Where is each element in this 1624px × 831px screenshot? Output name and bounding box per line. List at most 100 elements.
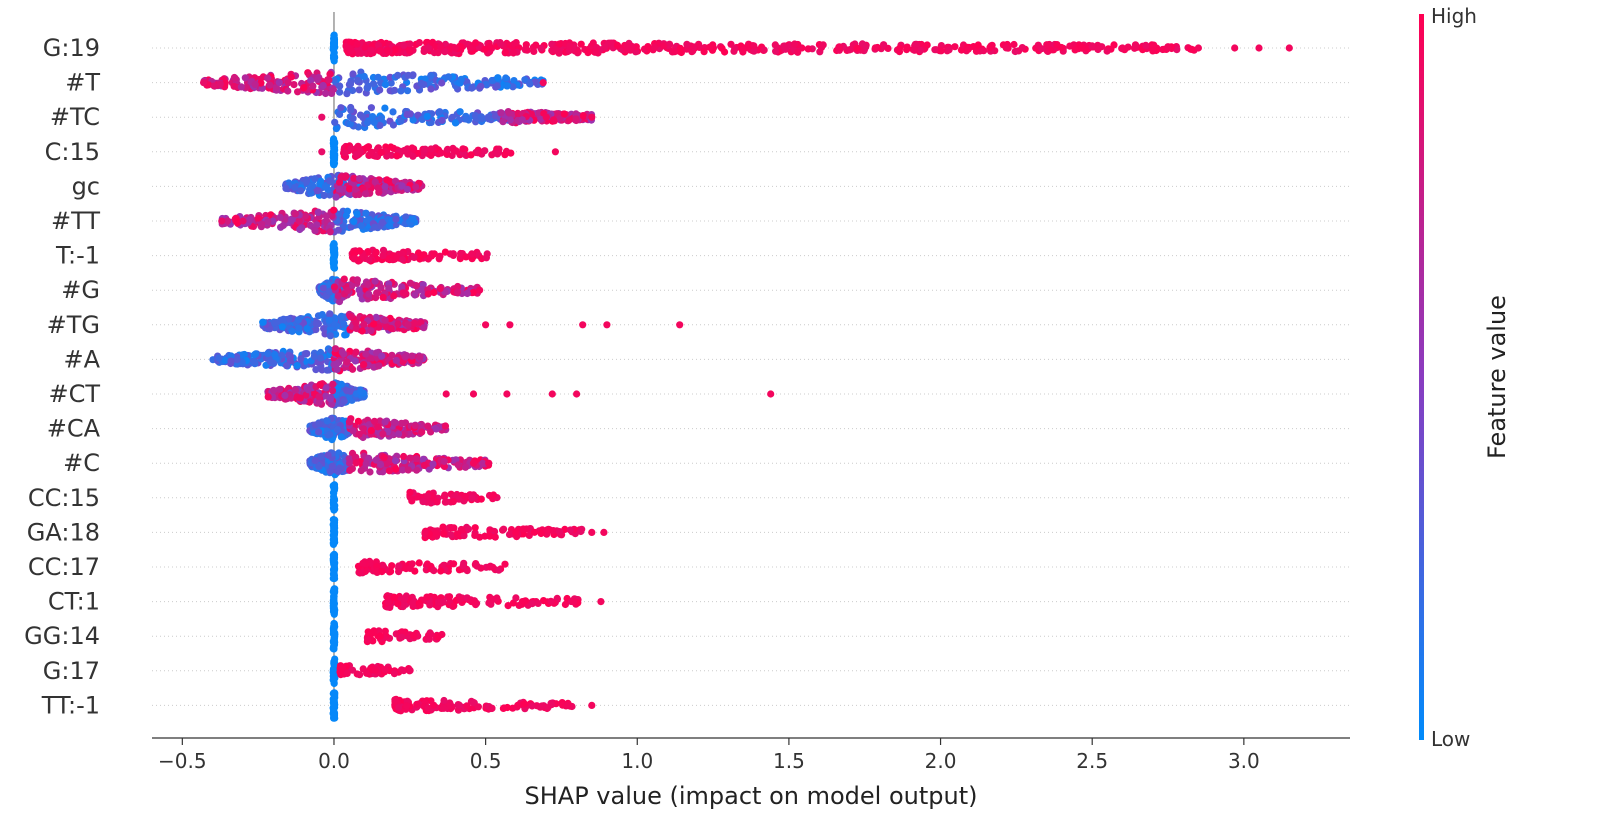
shap-point [441, 48, 449, 56]
shap-point [398, 633, 406, 641]
shap-point [364, 280, 372, 288]
shap-point [329, 254, 338, 262]
shap-point [468, 494, 476, 502]
shap-point [330, 572, 338, 580]
shap-point [346, 80, 355, 88]
shap-point [408, 497, 416, 505]
shap-point [269, 217, 277, 225]
shap-point [297, 355, 305, 363]
shap-point [340, 397, 348, 405]
shap-point [266, 358, 274, 366]
shap-point [354, 76, 362, 84]
shap-point [330, 146, 338, 154]
shap-point [409, 631, 418, 640]
shap-point [499, 704, 507, 713]
shap-point [352, 319, 360, 327]
shap-point [363, 84, 371, 92]
shap-point [326, 431, 334, 439]
shap-point [497, 40, 505, 48]
shap-point [462, 115, 470, 123]
shap-point [408, 144, 416, 152]
shap-point [426, 601, 434, 609]
shap-point [257, 79, 265, 87]
x-tick-label: 1.0 [621, 749, 653, 773]
shap-point [903, 43, 911, 51]
shap-point [423, 560, 431, 568]
shap-point [577, 40, 585, 48]
shap-point [377, 460, 385, 469]
shap-point [415, 39, 423, 47]
shap-point [481, 147, 489, 155]
shap-point [331, 345, 340, 353]
x-tick-label: −0.5 [158, 749, 207, 773]
shap-point [683, 40, 691, 48]
shap-point [444, 73, 453, 81]
shap-point [403, 87, 412, 95]
shap-point [398, 250, 406, 258]
shap-point [322, 89, 330, 98]
shap-point [479, 459, 487, 467]
shap-point [551, 148, 560, 156]
shap-point [418, 428, 426, 436]
shap-point [439, 523, 447, 531]
shap-point [579, 112, 588, 120]
shap-point [313, 76, 321, 84]
feature-label: T:-1 [55, 242, 100, 270]
shap-point [349, 365, 357, 373]
shap-point [362, 350, 370, 358]
shap-point [453, 288, 462, 296]
shap-point [284, 87, 292, 95]
feature-label: #TT [51, 207, 100, 235]
shap-point [386, 73, 394, 81]
shap-point [331, 689, 339, 697]
shap-point [367, 427, 375, 435]
shap-point [330, 712, 338, 721]
shap-point [347, 38, 355, 47]
shap-point [588, 528, 596, 537]
shap-point [390, 292, 398, 300]
shap-point [357, 388, 365, 396]
shap-point [363, 216, 371, 224]
shap-point [592, 47, 600, 56]
shap-point [218, 217, 226, 225]
shap-point [313, 187, 321, 195]
shap-point [341, 149, 349, 157]
shap-point [931, 46, 939, 54]
points-layer [200, 31, 1293, 722]
shap-point [374, 423, 382, 431]
shap-point [398, 666, 406, 674]
shap-point [334, 292, 342, 300]
shap-point [330, 44, 338, 52]
shap-point [389, 121, 397, 129]
shap-point [477, 113, 485, 121]
x-axis: −0.5 0.0 0.5 1.0 1.5 2.0 2.5 3.0 [152, 737, 1350, 773]
shap-point [456, 595, 464, 604]
shap-point [565, 116, 573, 124]
shap-point [395, 430, 403, 438]
feature-label: #CA [47, 415, 101, 443]
shap-point [442, 390, 450, 398]
shap-point [548, 390, 556, 398]
shap-point [330, 503, 338, 511]
shap-point [312, 366, 320, 374]
shap-point [374, 73, 382, 81]
shap-point [452, 147, 460, 155]
shap-point [700, 48, 708, 56]
shap-point [964, 45, 972, 53]
shap-point [367, 149, 375, 157]
shap-point [676, 44, 684, 52]
shap-point [245, 216, 253, 224]
shap-point [402, 290, 410, 298]
shap-point [471, 524, 479, 532]
shap-point [375, 188, 383, 196]
shap-point [362, 209, 370, 217]
shap-point [350, 255, 358, 263]
shap-point [819, 41, 827, 49]
shap-point [233, 356, 241, 364]
shap-point [1150, 41, 1158, 49]
feature-row [329, 550, 509, 583]
shap-point [432, 530, 440, 538]
shap-point [845, 46, 853, 54]
shap-point [536, 115, 545, 123]
shap-point [380, 453, 388, 462]
